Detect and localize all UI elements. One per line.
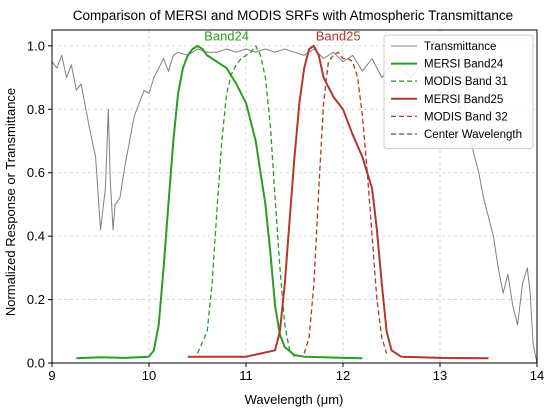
series-line-mersi-band24	[76, 44, 363, 360]
y-tick-label: 0.2	[27, 292, 45, 307]
series-line-modis-band-31	[196, 45, 296, 358]
legend-label-center-wavelength: Center Wavelength	[424, 129, 522, 141]
y-tick-label: 0.8	[27, 102, 45, 117]
legend-label-modis-band-31: MODIS Band 31	[424, 76, 508, 88]
x-tick-label: 12	[336, 368, 350, 383]
y-axis-label: Normalized Response or Transmittance	[3, 88, 18, 316]
x-tick-label: 9	[48, 368, 55, 383]
x-tick-label: 11	[239, 368, 253, 383]
annotation-band24: Band24	[204, 29, 249, 44]
legend-label-mersi-band24: MERSI Band24	[424, 59, 504, 71]
series-line-transmittance	[51, 48, 538, 364]
annotation-band25: Band25	[316, 29, 361, 44]
series-layer	[51, 44, 538, 364]
series-line-modis-band-32	[303, 51, 388, 354]
legend-label-transmittance: Transmittance	[424, 41, 496, 53]
y-tick-label: 0.0	[27, 356, 45, 371]
tick-layer: 9 10 11 12 13 14 0.0 0.2 0.4 0.6 0.8 1.0	[27, 38, 544, 383]
x-tick-label: 14	[530, 368, 544, 383]
series-line-mersi-band25	[187, 44, 489, 360]
legend-label-modis-band-32: MODIS Band 32	[424, 111, 508, 123]
annotation-layer: Band24 Band25	[204, 29, 360, 44]
y-tick-label: 1.0	[27, 38, 45, 53]
chart-title: Comparison of MERSI and MODIS SRFs with …	[73, 8, 513, 23]
x-tick-label: 10	[142, 368, 156, 383]
y-tick-label: 0.4	[27, 229, 45, 244]
legend: Transmittance MERSI Band24 MODIS Band 31 ME…	[383, 34, 534, 150]
plot-frame	[51, 29, 538, 364]
x-axis-label: Wavelength (μm)	[245, 392, 344, 407]
x-tick-label: 13	[433, 368, 447, 383]
legend-label-mersi-band25: MERSI Band25	[424, 94, 503, 106]
legend-box	[383, 34, 534, 150]
y-tick-label: 0.6	[27, 165, 45, 180]
